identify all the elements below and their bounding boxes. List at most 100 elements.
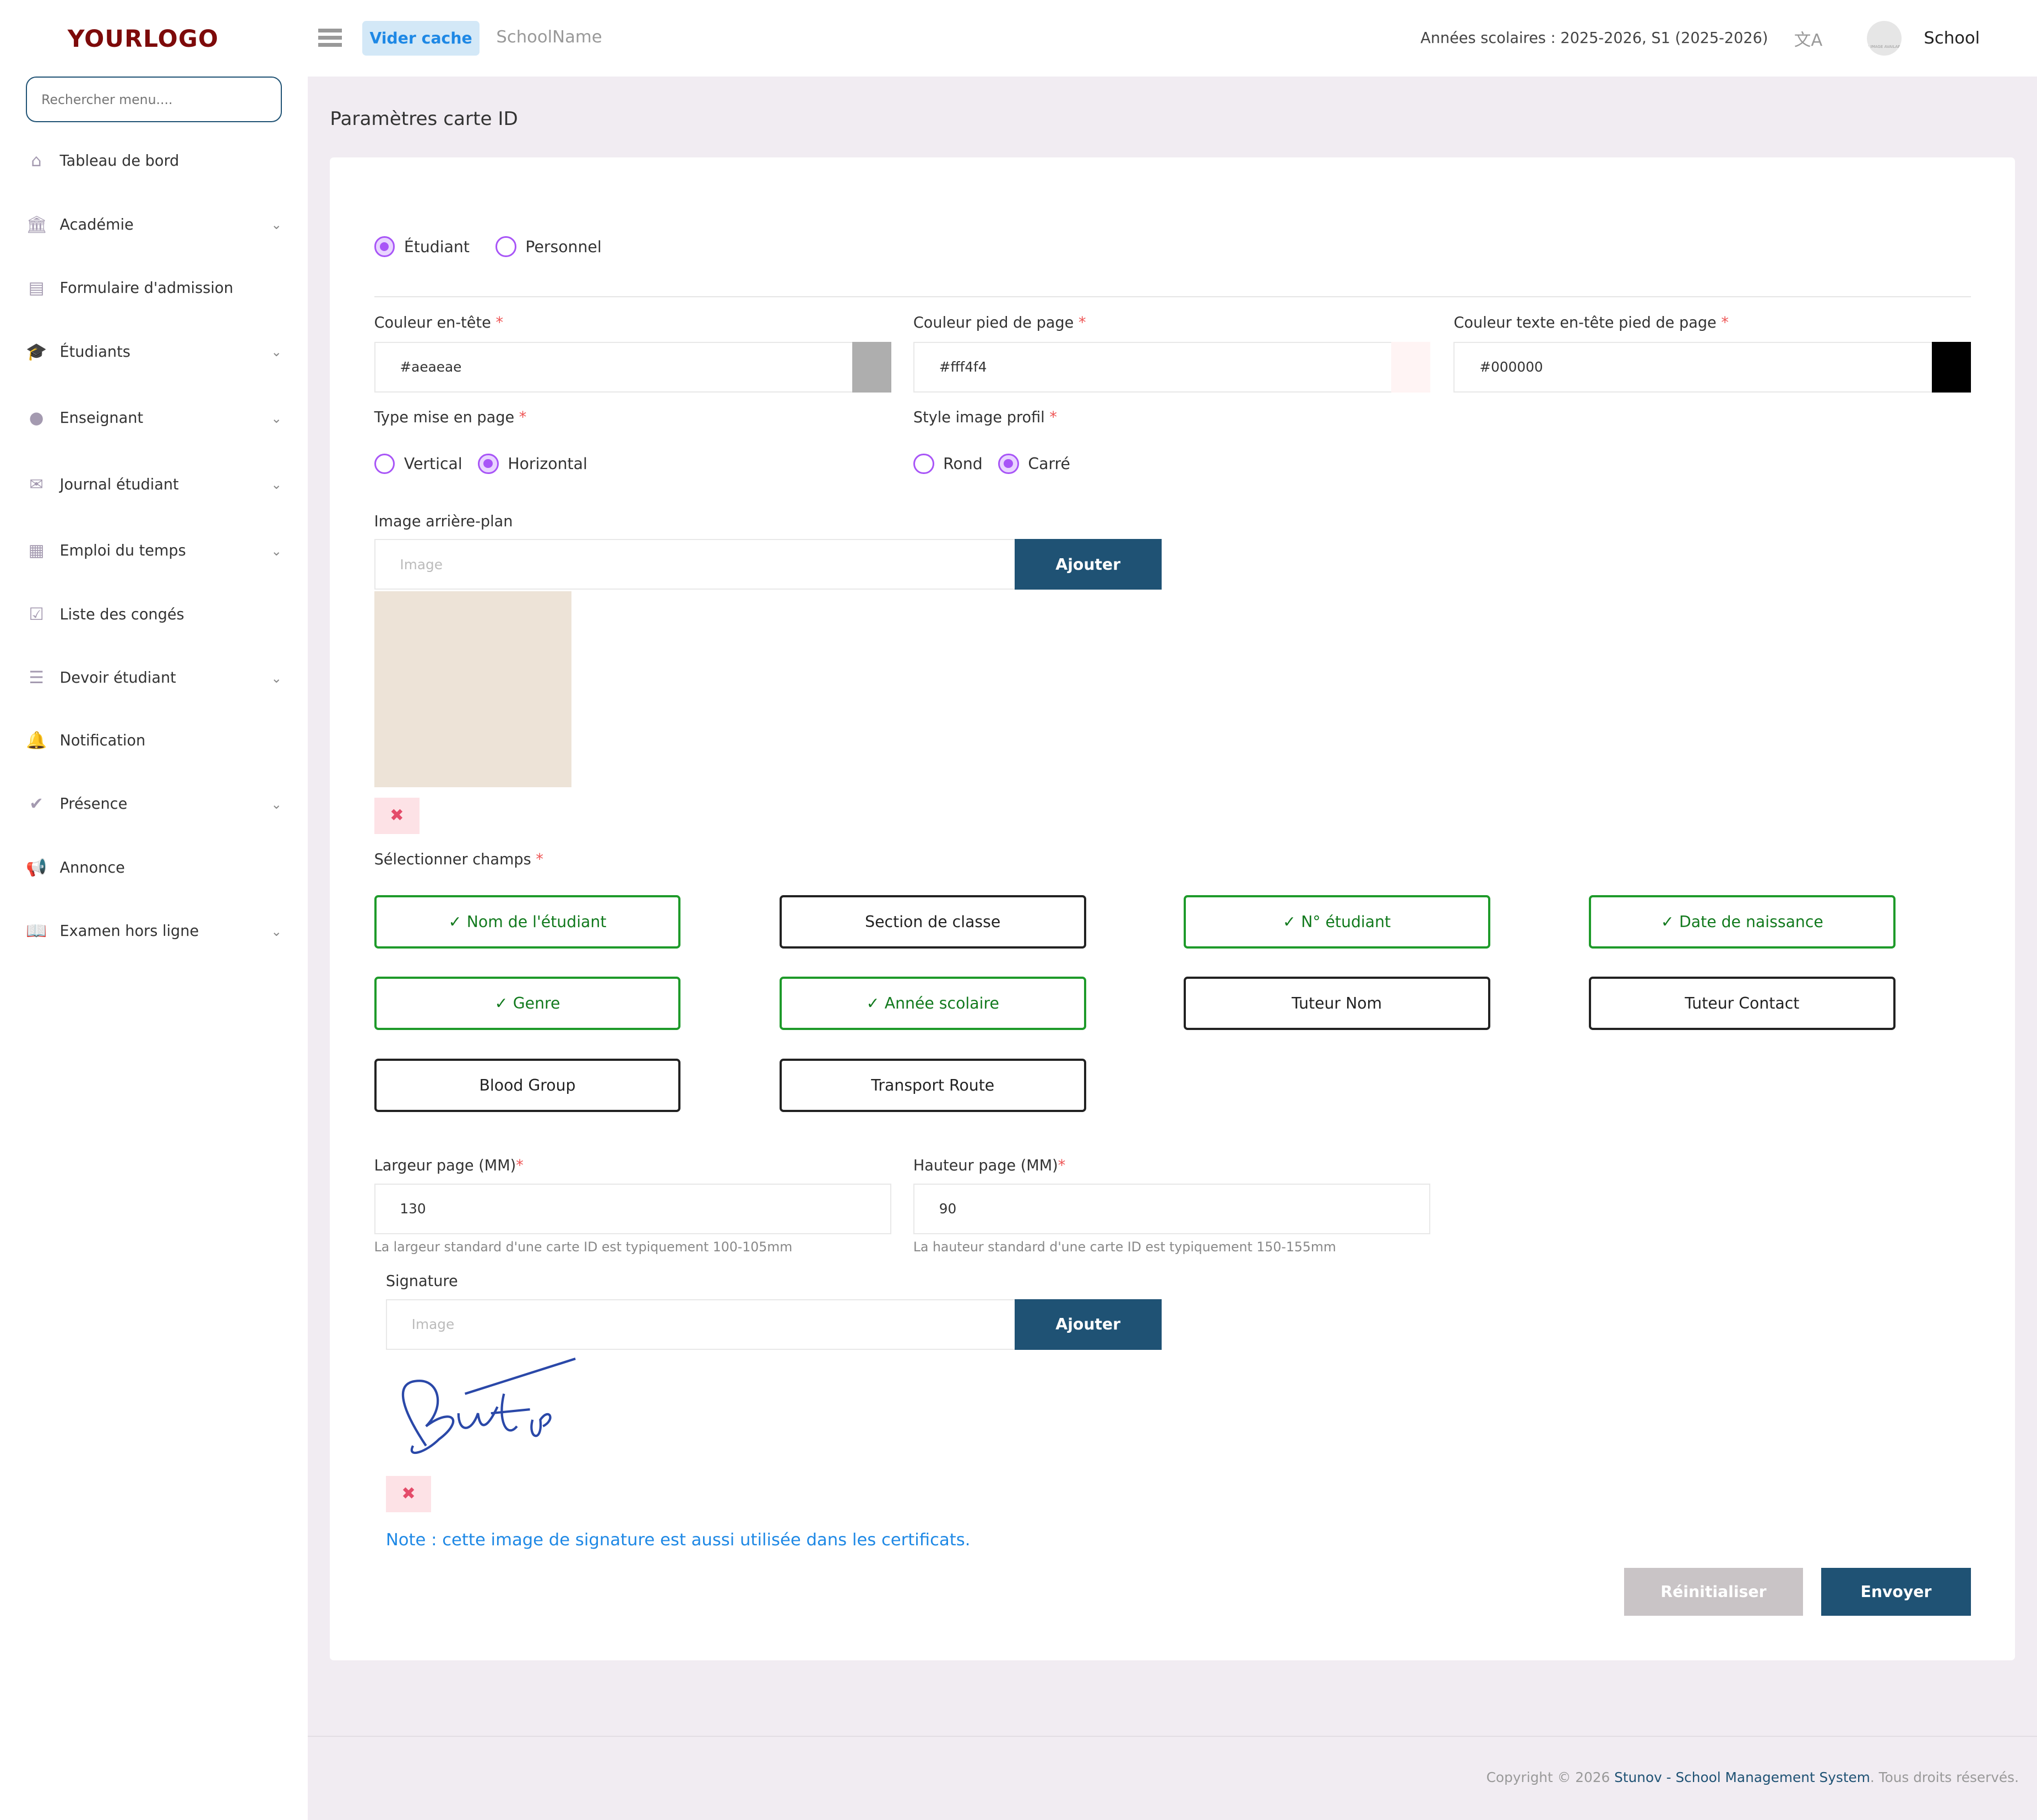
field-toggle[interactable]: ✓ Année scolaire <box>779 977 1086 1031</box>
radio-label: Personnel <box>525 237 602 256</box>
field-toggle[interactable]: ✓ Nom de l'étudiant <box>374 895 681 949</box>
field-toggle[interactable]: ✓ N° étudiant <box>1183 895 1490 949</box>
check-icon: ✓ <box>1283 912 1296 931</box>
radio-label: Étudiant <box>404 237 470 256</box>
menu-search-input[interactable] <box>26 77 282 122</box>
header-color-swatch[interactable] <box>852 341 891 393</box>
sidebar-item[interactable]: ✉ Journal étudiant ⌄ <box>26 469 282 500</box>
form-icon: ▤ <box>28 279 45 298</box>
radio-circle[interactable] <box>374 453 395 475</box>
field-toggle[interactable]: Section de classe <box>779 895 1086 949</box>
page-height-input[interactable]: 90 <box>913 1183 1431 1234</box>
field-label: Tuteur Contact <box>1685 994 1800 1013</box>
field-label: Transport Route <box>871 1076 995 1094</box>
remove-background-button[interactable]: ✖ <box>374 797 420 834</box>
footer-color-input[interactable]: #fff4f4 <box>913 341 1431 393</box>
chevron-down-icon[interactable]: ⌄ <box>271 410 282 426</box>
radio-circle[interactable] <box>913 453 934 475</box>
radio-option[interactable]: Étudiant <box>374 236 470 258</box>
chevron-down-icon[interactable]: ⌄ <box>271 477 282 493</box>
sidebar-item[interactable]: ▤ Formulaire d'admission <box>26 273 282 304</box>
sidebar-item[interactable]: 🏛 Académie ⌄ <box>26 209 282 241</box>
radio-label: Vertical <box>404 454 462 473</box>
footer-color-label: Couleur pied de page * <box>913 314 1086 332</box>
sidebar-item[interactable]: 📖 Examen hors ligne ⌄ <box>26 916 282 947</box>
field-toggle[interactable]: Tuteur Contact <box>1588 977 1896 1031</box>
radio-option[interactable]: Personnel <box>495 236 602 258</box>
header-color-label: Couleur en-tête * <box>374 314 503 332</box>
sidebar-item-label: Devoir étudiant <box>59 669 176 687</box>
sidebar-item[interactable]: 🔔 Notification <box>26 725 282 756</box>
field-toggle[interactable]: Tuteur Nom <box>1183 977 1490 1031</box>
field-label: Genre <box>513 994 560 1013</box>
chevron-down-icon[interactable]: ⌄ <box>271 217 282 233</box>
chevron-down-icon[interactable]: ⌄ <box>271 670 282 686</box>
sidebar-item[interactable]: 🎓 Étudiants ⌄ <box>26 336 282 368</box>
field-label: N° étudiant <box>1301 912 1391 931</box>
sidebar-item[interactable]: 📢 Annonce <box>26 852 282 884</box>
signature-preview-image <box>402 1358 576 1454</box>
radio-circle[interactable] <box>374 236 395 258</box>
radio-circle[interactable] <box>478 453 499 475</box>
avatar[interactable]: NO IMAGE AVAILABLE <box>1866 20 1902 56</box>
signature-image-input[interactable]: Image <box>385 1299 1016 1350</box>
reset-button[interactable]: Réinitialiser <box>1624 1568 1804 1616</box>
sidebar: YOURLOGO ⌂ Tableau de bord 🏛 Académie ⌄ ▤ Form… <box>0 0 308 1820</box>
field-toggle[interactable]: Transport Route <box>779 1059 1086 1112</box>
header-color-input[interactable]: #aeaeae <box>374 341 891 393</box>
sidebar-item-label: Notification <box>59 732 146 749</box>
text-color-swatch[interactable] <box>1931 341 1971 393</box>
calendar-check-icon: ☑ <box>29 604 44 624</box>
tasks-icon: ☰ <box>29 668 44 688</box>
sidebar-item-label: Liste des congés <box>59 606 184 623</box>
sidebar-item[interactable]: ● Enseignant ⌄ <box>26 403 282 434</box>
footer-color-swatch[interactable] <box>1391 341 1430 393</box>
radio-option[interactable]: Horizontal <box>478 453 587 475</box>
text-color-label: Couleur texte en-tête pied de page * <box>1453 314 1729 332</box>
top-bar: Vider cache SchoolName Années scolaires … <box>308 0 2037 77</box>
radio-option[interactable]: Vertical <box>374 453 462 475</box>
field-label: Blood Group <box>479 1076 576 1094</box>
width-label: Largeur page (MM)* <box>374 1157 524 1175</box>
footer-brand-link[interactable]: Stunov - School Management System <box>1614 1769 1870 1785</box>
clear-cache-button[interactable]: Vider cache <box>362 20 480 56</box>
signature-add-button[interactable]: Ajouter <box>1014 1299 1162 1350</box>
sidebar-item-label: Présence <box>59 795 128 813</box>
sidebar-item[interactable]: ⌂ Tableau de bord <box>26 145 282 177</box>
chevron-down-icon[interactable]: ⌄ <box>271 543 282 559</box>
envelope-icon: ✉ <box>29 475 43 494</box>
field-toggle[interactable]: ✓ Genre <box>374 977 681 1031</box>
remove-signature-button[interactable]: ✖ <box>385 1475 432 1512</box>
radio-option[interactable]: Rond <box>913 453 983 475</box>
sidebar-item[interactable]: ☑ Liste des congés <box>26 599 282 630</box>
sidebar-item[interactable]: ▦ Emploi du temps ⌄ <box>26 535 282 566</box>
check-icon: ✓ <box>1660 912 1674 931</box>
radio-option[interactable]: Carré <box>998 453 1070 475</box>
radio-circle[interactable] <box>495 236 516 258</box>
submit-button[interactable]: Envoyer <box>1821 1568 1971 1616</box>
user-name[interactable]: School <box>1924 29 1980 48</box>
text-color-input[interactable]: #000000 <box>1453 341 1971 393</box>
background-label: Image arrière-plan <box>374 513 513 531</box>
sidebar-item[interactable]: ☰ Devoir étudiant ⌄ <box>26 662 282 694</box>
chevron-down-icon[interactable]: ⌄ <box>271 796 282 812</box>
check-icon: ✓ <box>494 994 508 1013</box>
field-toggle[interactable]: Blood Group <box>374 1059 681 1112</box>
hamburger-menu-icon[interactable] <box>318 28 342 47</box>
radio-circle[interactable] <box>998 453 1019 475</box>
fields-label: Sélectionner champs * <box>374 851 543 868</box>
field-toggle[interactable]: ✓ Date de naissance <box>1588 895 1896 949</box>
background-image-input[interactable]: Image <box>374 539 1016 590</box>
sidebar-item-label: Académie <box>59 216 134 233</box>
chevron-down-icon[interactable]: ⌄ <box>271 923 282 939</box>
logo[interactable]: YOURLOGO <box>67 26 219 53</box>
book-icon: 📖 <box>26 922 47 941</box>
background-add-button[interactable]: Ajouter <box>1014 539 1162 590</box>
page-width-input[interactable]: 130 <box>374 1183 891 1234</box>
sidebar-item[interactable]: ✔ Présence ⌄ <box>26 788 282 820</box>
academic-years[interactable]: Années scolaires : 2025-2026, S1 (2025-2… <box>1420 30 1768 47</box>
close-icon: ✖ <box>390 806 404 826</box>
translate-icon[interactable]: 文A <box>1794 31 1823 51</box>
chevron-down-icon[interactable]: ⌄ <box>271 344 282 360</box>
height-hint: La hauteur standard d'une carte ID est t… <box>913 1239 1336 1255</box>
